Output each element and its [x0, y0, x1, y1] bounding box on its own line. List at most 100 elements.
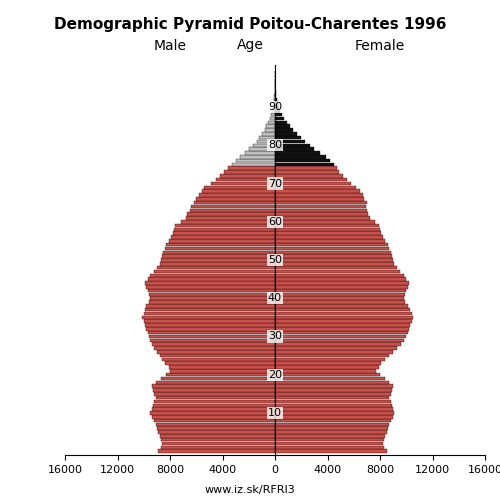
Bar — [275, 270, 400, 273]
Bar — [275, 144, 310, 147]
Bar — [275, 411, 394, 414]
Bar — [275, 274, 404, 277]
Bar — [153, 404, 275, 407]
Bar — [275, 426, 388, 430]
Bar — [275, 166, 336, 170]
Bar — [156, 422, 275, 426]
Bar — [275, 90, 276, 94]
Bar — [275, 162, 334, 166]
Text: 90: 90 — [268, 102, 282, 112]
Text: www.iz.sk/RFRI3: www.iz.sk/RFRI3 — [204, 485, 296, 495]
Bar — [165, 362, 275, 365]
Bar — [148, 331, 275, 334]
Bar — [275, 102, 278, 105]
Bar — [146, 327, 275, 330]
Bar — [275, 250, 390, 254]
Bar — [275, 220, 375, 224]
Bar — [275, 304, 407, 308]
Bar — [194, 201, 275, 204]
Bar — [161, 258, 275, 262]
Bar — [154, 346, 275, 350]
Bar — [275, 120, 287, 124]
Bar — [168, 366, 275, 369]
Bar — [157, 266, 275, 270]
Bar — [210, 182, 275, 186]
Bar — [275, 392, 390, 396]
Bar — [275, 323, 410, 327]
Bar — [275, 109, 280, 112]
Bar — [149, 292, 275, 296]
Text: 50: 50 — [268, 255, 282, 265]
Bar — [274, 98, 275, 101]
Bar — [273, 106, 275, 109]
Bar — [148, 278, 275, 281]
Bar — [152, 415, 275, 418]
Bar — [275, 285, 407, 288]
Bar — [161, 438, 275, 442]
Bar — [275, 422, 389, 426]
Bar — [275, 369, 376, 372]
Bar — [154, 392, 275, 396]
Bar — [245, 151, 275, 154]
Text: 20: 20 — [268, 370, 282, 380]
Bar — [275, 434, 385, 438]
Bar — [275, 258, 393, 262]
Bar — [176, 224, 275, 228]
Bar — [275, 327, 409, 330]
Bar — [275, 278, 406, 281]
Bar — [145, 308, 275, 312]
Bar — [275, 94, 276, 98]
Bar — [275, 320, 411, 323]
Bar — [275, 430, 386, 434]
Bar — [202, 190, 275, 193]
Bar — [191, 204, 275, 208]
Bar — [275, 98, 277, 101]
Text: 80: 80 — [268, 140, 282, 150]
Text: 70: 70 — [268, 178, 282, 188]
Bar — [275, 159, 330, 162]
Bar — [275, 124, 290, 128]
Bar — [275, 212, 368, 216]
Bar — [252, 144, 275, 147]
Bar — [157, 426, 275, 430]
Bar — [275, 186, 356, 189]
Bar — [262, 132, 275, 136]
Bar — [160, 262, 275, 266]
Bar — [161, 446, 275, 449]
Text: 40: 40 — [268, 293, 282, 303]
Text: 30: 30 — [268, 332, 282, 342]
Bar — [275, 140, 305, 143]
Text: Female: Female — [355, 38, 405, 52]
Bar — [144, 312, 275, 316]
Bar — [275, 380, 389, 384]
Bar — [165, 247, 275, 250]
Bar — [275, 178, 347, 182]
Bar — [275, 174, 343, 178]
Bar — [158, 450, 275, 453]
Bar — [199, 193, 275, 197]
Text: Age: Age — [236, 38, 264, 52]
Bar — [161, 377, 275, 380]
Bar — [142, 316, 275, 319]
Bar — [275, 354, 389, 358]
Bar — [274, 94, 275, 98]
Bar — [275, 197, 364, 200]
Bar — [154, 419, 275, 422]
Bar — [275, 216, 370, 220]
Bar — [156, 380, 275, 384]
Bar — [144, 320, 275, 323]
Bar — [172, 236, 275, 239]
Bar — [275, 366, 378, 369]
Bar — [154, 270, 275, 273]
Bar — [150, 338, 275, 342]
Bar — [160, 434, 275, 438]
Bar — [150, 274, 275, 277]
Text: Demographic Pyramid Poitou-Charentes 1996: Demographic Pyramid Poitou-Charentes 199… — [54, 18, 446, 32]
Bar — [162, 254, 275, 258]
Bar — [204, 186, 275, 189]
Bar — [275, 190, 360, 193]
Bar — [275, 446, 384, 449]
Bar — [275, 316, 413, 319]
Bar — [150, 296, 275, 300]
Bar — [275, 281, 409, 284]
